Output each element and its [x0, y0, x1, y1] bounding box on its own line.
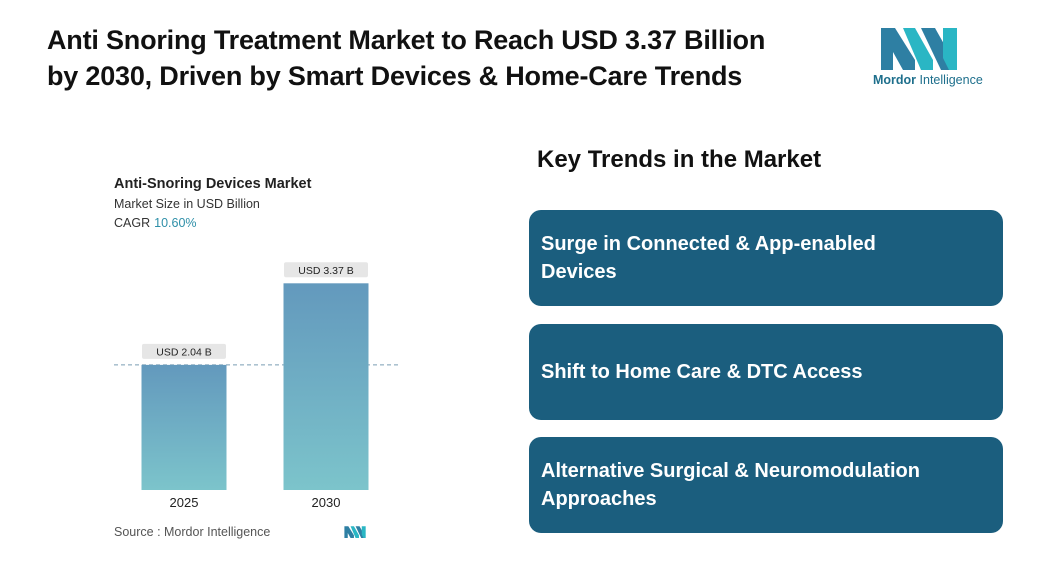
x-tick-label-2025: 2025 [170, 495, 199, 510]
trends-title: Key Trends in the Market [537, 146, 822, 173]
trend-card-1-line-1: Surge in Connected & App-enabled [541, 233, 876, 255]
trend-card-2: Shift to Home Care & DTC Access [529, 324, 1003, 420]
chart-subtitle: Market Size in USD Billion [114, 197, 260, 211]
chart-cagr: CAGR 10.60% [114, 216, 197, 230]
brand-name: Mordor Intelligence [873, 73, 983, 87]
cagr-label: CAGR [114, 216, 151, 230]
source-logo-icon [344, 526, 366, 538]
trend-card-1: Surge in Connected & App-enabled Devices [529, 210, 1003, 306]
data-label-2025: USD 2.04 B [156, 346, 211, 358]
trend-card-3: Alternative Surgical & Neuromodulation A… [529, 437, 1003, 533]
data-label-bg-2025 [142, 343, 226, 359]
trend-card-2-label: Shift to Home Care & DTC Access [541, 358, 863, 386]
data-label-bg-2030 [284, 262, 368, 278]
bar-2025 [141, 364, 227, 490]
brand-logo: Mordor Intelligence [864, 20, 994, 90]
trend-card-1-line-2: Devices [541, 261, 617, 283]
bar-chart: USD 2.04 B 2025 USD 3.37 B 2030 [114, 262, 400, 510]
data-label-2030: USD 3.37 B [298, 265, 353, 277]
headline-line-2: by 2030, Driven by Smart Devices & Home-… [47, 61, 743, 91]
chart-source: Source : Mordor Intelligence [114, 525, 271, 539]
chart-title: Anti-Snoring Devices Market [114, 176, 312, 192]
trend-card-2-line-1: Shift to Home Care & DTC Access [541, 361, 863, 383]
bar-2030 [283, 283, 369, 490]
brand-name-regular: Intelligence [916, 73, 983, 87]
trend-card-1-label: Surge in Connected & App-enabled Devices [541, 230, 876, 286]
brand-name-bold: Mordor [873, 73, 917, 87]
headline-line-1: Anti Snoring Treatment Market to Reach U… [47, 25, 766, 55]
trend-card-3-line-1: Alternative Surgical & Neuromodulation [541, 460, 920, 482]
cagr-value: 10.60% [154, 216, 197, 230]
trend-card-3-label: Alternative Surgical & Neuromodulation A… [541, 457, 920, 513]
trend-card-3-line-2: Approaches [541, 488, 657, 510]
page-headline: Anti Snoring Treatment Market to Reach U… [47, 22, 847, 94]
mordor-intelligence-logo-icon [881, 28, 957, 70]
x-tick-label-2030: 2030 [312, 495, 341, 510]
